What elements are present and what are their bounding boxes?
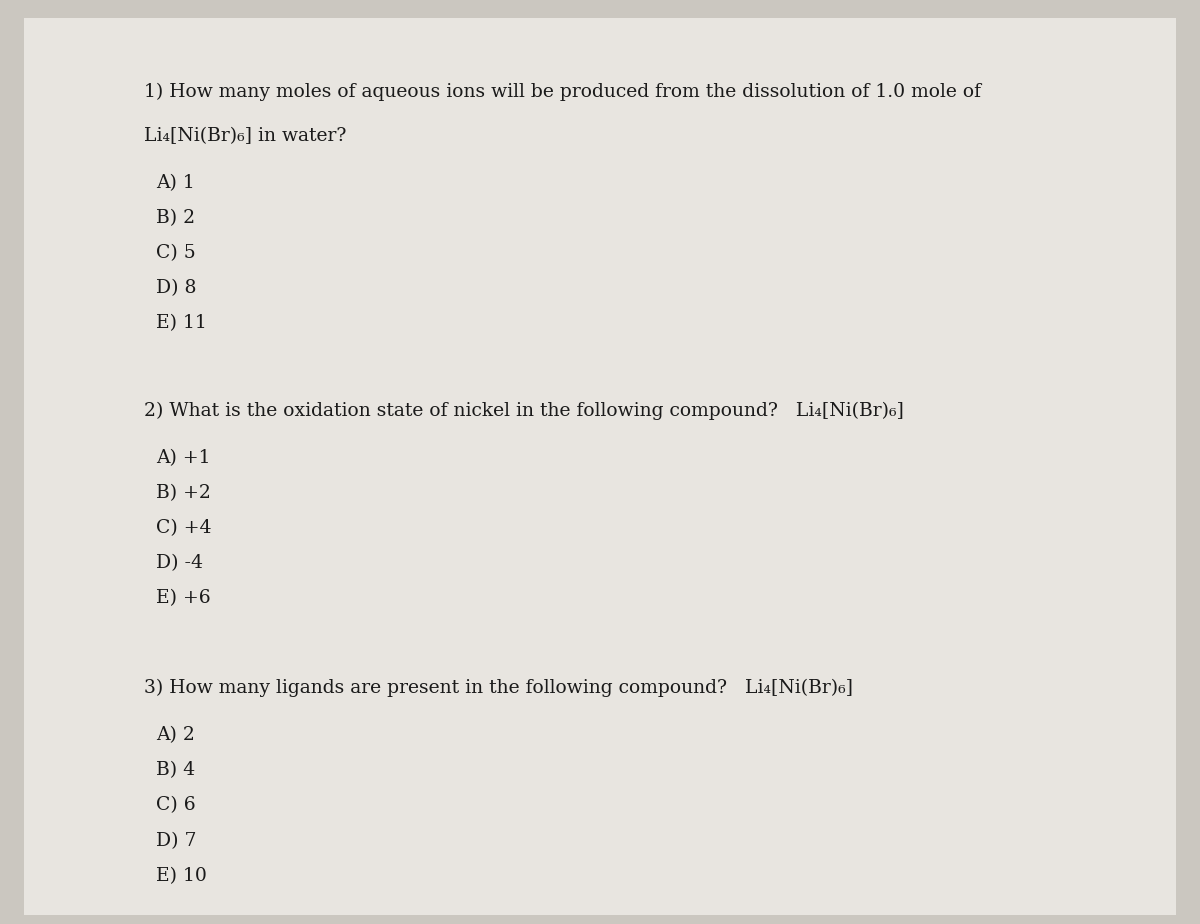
FancyBboxPatch shape	[24, 18, 1176, 915]
Text: E) 11: E) 11	[156, 314, 206, 332]
Text: E) +6: E) +6	[156, 590, 211, 607]
Text: 1) How many moles of aqueous ions will be produced from the dissolution of 1.0 m: 1) How many moles of aqueous ions will b…	[144, 83, 982, 102]
Text: A) 1: A) 1	[156, 174, 194, 191]
Text: A) 2: A) 2	[156, 726, 194, 744]
Text: B) 4: B) 4	[156, 761, 196, 779]
Text: B) 2: B) 2	[156, 209, 196, 226]
Text: D) -4: D) -4	[156, 554, 203, 572]
Text: A) +1: A) +1	[156, 449, 210, 467]
Text: B) +2: B) +2	[156, 484, 211, 502]
Text: D) 7: D) 7	[156, 832, 197, 849]
Text: 3) How many ligands are present in the following compound?   Li₄[Ni(Br)₆]: 3) How many ligands are present in the f…	[144, 679, 853, 698]
Text: C) 5: C) 5	[156, 244, 196, 261]
Text: C) 6: C) 6	[156, 796, 196, 814]
Text: 2) What is the oxidation state of nickel in the following compound?   Li₄[Ni(Br): 2) What is the oxidation state of nickel…	[144, 402, 904, 420]
Text: D) 8: D) 8	[156, 279, 197, 297]
Text: Li₄[Ni(Br)₆] in water?: Li₄[Ni(Br)₆] in water?	[144, 127, 347, 144]
Text: C) +4: C) +4	[156, 519, 211, 537]
Text: E) 10: E) 10	[156, 867, 206, 884]
